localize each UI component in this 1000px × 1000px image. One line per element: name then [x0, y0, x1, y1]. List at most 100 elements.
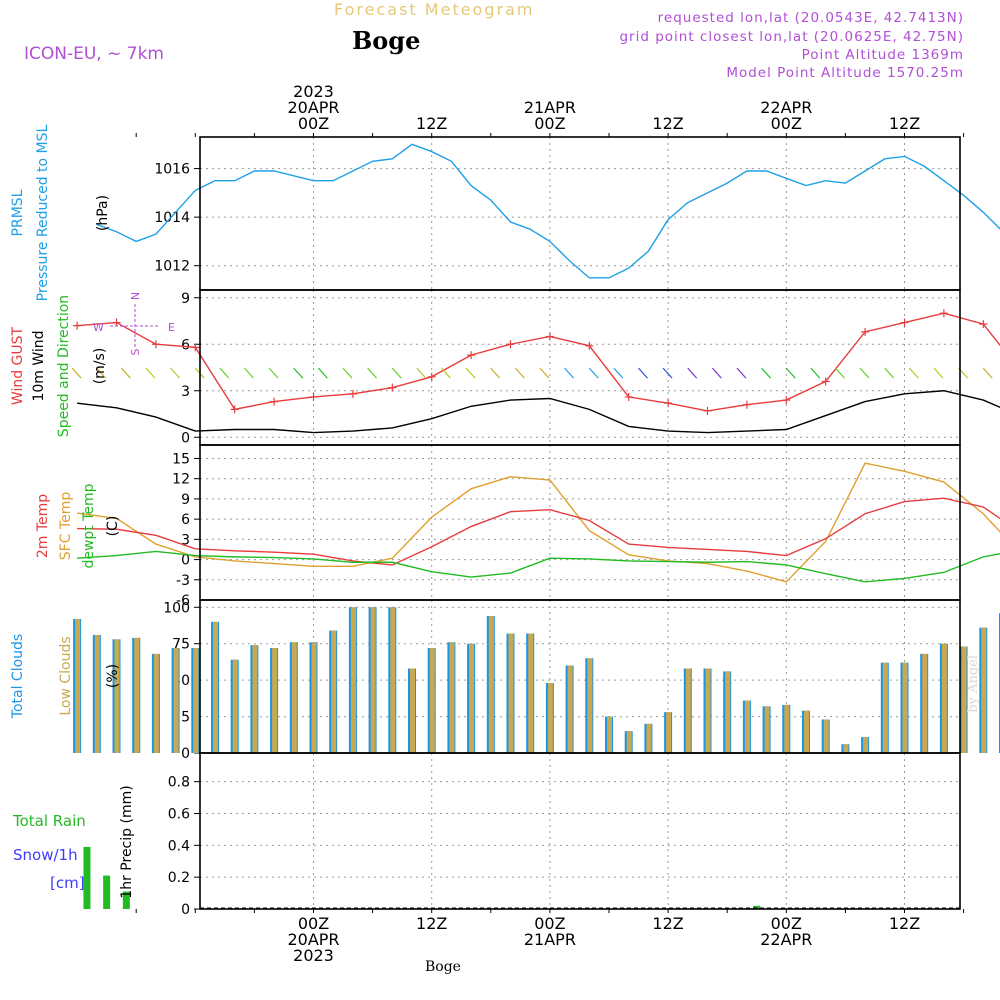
wind-direction-arrow — [145, 367, 156, 379]
x-tick-label-bottom: 20APR — [287, 930, 339, 949]
wind-direction-arrow — [441, 367, 451, 379]
compass-e: E — [168, 321, 175, 334]
gust-marker — [348, 389, 357, 398]
pressure-unit: (hPa) — [95, 195, 111, 231]
model-altitude: Model Point Altitude 1570.25m — [726, 65, 964, 81]
low-cloud-bar — [646, 723, 652, 753]
wind-direction-arrow — [687, 367, 698, 379]
low-cloud-bar — [449, 642, 455, 753]
x-tick-label-bottom: 12Z — [652, 914, 683, 933]
low-cloud-bar — [410, 668, 415, 753]
wind-direction-arrow — [859, 367, 870, 379]
pressure-label: PRMSL — [10, 189, 26, 236]
y-tick-label: 100 — [163, 600, 190, 616]
low-cloud-bar — [94, 634, 100, 753]
x-tick-label-top: 2023 — [293, 82, 334, 101]
wind-direction-arrow — [982, 367, 993, 379]
wind-label: 10m Wind — [31, 330, 47, 401]
y-tick-label: 9 — [181, 492, 190, 508]
low-clouds-label: Low Clouds — [58, 636, 74, 715]
wind-direction-arrow — [244, 367, 254, 379]
model-label: ICON-EU, ~ 7km — [24, 44, 164, 64]
precip-bar — [753, 905, 761, 909]
wind-direction-arrow — [367, 367, 378, 379]
y-tick-label: 0.4 — [168, 838, 190, 854]
x-tick-label-bottom: 12Z — [889, 914, 920, 933]
gust-marker — [388, 383, 397, 392]
gust-marker — [703, 406, 712, 415]
x-tick-label-top: 12Z — [416, 114, 447, 133]
y-tick-label: 0 — [181, 553, 190, 569]
wind-direction-arrow — [761, 367, 772, 379]
low-cloud-bar — [922, 653, 928, 753]
wind-unit: (m/s) — [92, 348, 108, 385]
wind-direction-arrow — [514, 367, 525, 379]
gust-marker — [900, 318, 909, 327]
gust-label: Wind GUST — [10, 326, 26, 405]
low-cloud-bar — [587, 658, 593, 753]
panel-frame — [199, 752, 961, 910]
x-tick-label-bottom: 00Z — [771, 914, 802, 933]
low-cloud-bar — [882, 662, 888, 753]
y-tick-label: 1012 — [154, 259, 190, 275]
low-cloud-bar — [961, 646, 967, 753]
wind-direction-arrow — [416, 367, 427, 379]
temp-2m-line — [77, 497, 1000, 566]
y-tick-label: 1016 — [154, 162, 190, 178]
gust-marker — [664, 399, 673, 408]
y-tick-label: 6 — [181, 337, 190, 353]
gust-marker — [467, 351, 476, 360]
gust-marker — [861, 327, 870, 336]
wind-speed-line — [77, 390, 1000, 434]
x-tick-label-bottom: 2023 — [293, 946, 334, 965]
wind-direction-arrow — [884, 367, 895, 379]
rain-label: Total Rain — [12, 812, 86, 830]
wind-direction-arrow — [785, 367, 796, 379]
low-cloud-bar — [291, 642, 297, 753]
wind-direction-arrow — [711, 367, 722, 379]
low-cloud-bar — [390, 607, 396, 753]
wind-direction-arrow — [810, 367, 821, 379]
y-tick-label: 15 — [172, 451, 190, 467]
precip-bar — [103, 875, 111, 909]
y-tick-label: 1014 — [154, 210, 190, 226]
footer-location: Boge — [425, 959, 461, 975]
gust-marker — [624, 392, 633, 401]
gust-marker — [585, 341, 594, 350]
wind-direction-arrow — [219, 367, 230, 379]
gust-line — [77, 312, 1000, 412]
low-cloud-bar — [252, 645, 258, 753]
gust-marker — [742, 400, 751, 409]
low-cloud-bar — [902, 662, 908, 753]
compass-cross — [110, 304, 160, 348]
low-cloud-bar — [941, 643, 947, 753]
wind-direction-arrow — [293, 367, 304, 379]
low-cloud-bar — [547, 683, 553, 753]
wind-direction-arrow — [96, 367, 107, 379]
low-cloud-bar — [134, 637, 140, 753]
y-tick-label: 0 — [181, 430, 190, 446]
low-cloud-bar — [508, 633, 514, 753]
wind-direction-arrow — [268, 367, 279, 379]
dewpt-label: dewpt Temp — [81, 483, 97, 568]
wind-direction-arrow — [835, 367, 845, 379]
dewpt-line — [77, 550, 1000, 583]
gust-marker — [191, 343, 200, 352]
y-tick-label: 0.6 — [168, 806, 190, 822]
clouds-unit: (%) — [105, 664, 121, 688]
y-tick-label: 0 — [181, 902, 190, 918]
low-cloud-bar — [744, 700, 750, 753]
gust-marker — [939, 309, 948, 318]
snow-unit: [cm] — [50, 874, 85, 892]
sfc-temp-label: SFC Temp — [58, 492, 74, 561]
snow-label: Snow/1h — [13, 846, 78, 864]
low-cloud-bar — [193, 648, 199, 753]
low-cloud-bar — [153, 653, 159, 753]
wind-direction-arrow — [933, 367, 944, 379]
compass-n: N — [129, 292, 142, 300]
wind-direction-arrow — [71, 367, 82, 379]
low-cloud-bar — [626, 731, 632, 753]
low-cloud-bar — [311, 642, 317, 753]
gust-marker — [782, 396, 791, 405]
